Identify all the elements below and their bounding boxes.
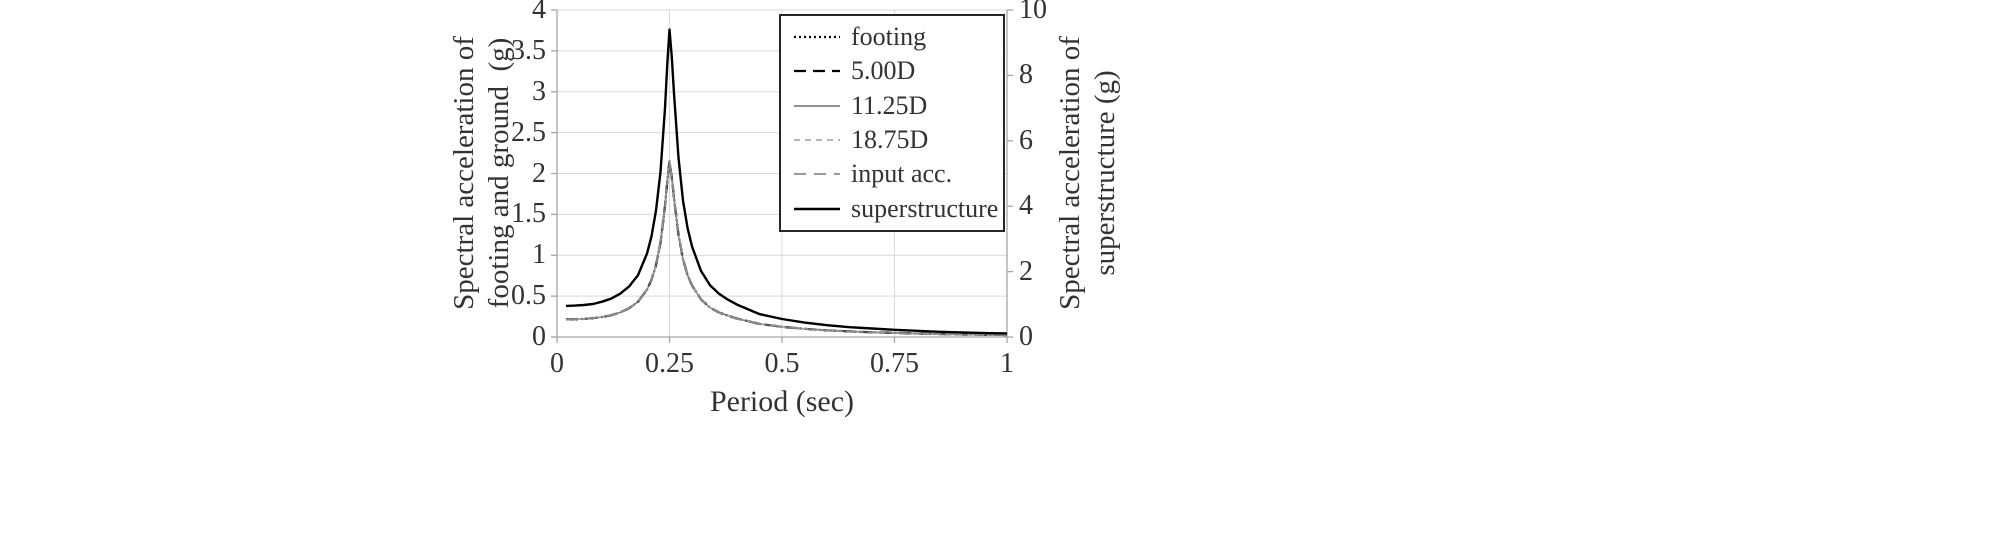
legend-line-footing	[794, 36, 840, 39]
left-axis-tick-label: 0	[532, 321, 546, 352]
x-axis-title: Period (sec)	[709, 385, 855, 418]
legend-item-footing: footing	[793, 22, 999, 52]
left-axis-tick-label: 1.5	[511, 198, 546, 230]
left-axis-tick-label: 3.5	[511, 34, 546, 66]
legend-label-superstructure: superstructure	[851, 193, 999, 223]
legend-item-5-00d: 5.00D	[793, 56, 999, 86]
right-axis-tick-label: 6	[1019, 124, 1033, 156]
x-axis-tick-label: 1	[1000, 348, 1014, 379]
x-axis-tick-label: 0.75	[870, 348, 919, 379]
legend-line-11-25d	[794, 105, 840, 107]
legend-line-superstructure	[794, 207, 840, 210]
legend-item-input-acc: input acc.	[793, 159, 999, 189]
right-axis-tick-label: 10	[1019, 0, 1047, 25]
right-axis-tick-label: 2	[1019, 255, 1033, 287]
left-axis-tick-label: 1	[532, 239, 546, 271]
legend-line-5-00d	[794, 70, 840, 73]
legend-line-input-acc	[794, 173, 840, 176]
legend-label-input-acc: input acc.	[851, 159, 953, 189]
right-axis-tick-label: 4	[1019, 190, 1033, 222]
legend-label-5-00d: 5.00D	[851, 56, 916, 86]
left-axis-tick-label: 0.5	[511, 280, 546, 312]
legend-item-superstructure: superstructure	[793, 194, 999, 224]
legend-label-footing: footing	[851, 22, 927, 52]
x-axis-tick-label: 0.25	[645, 348, 694, 379]
series-input-acc	[565, 160, 1008, 336]
legend: footing 5.00D 11.25D 18.75D input acc. s…	[779, 14, 1005, 232]
legend-label-11-25d: 11.25D	[851, 90, 928, 120]
right-y-axis-title-line2: superstructure (g)	[1089, 70, 1121, 276]
right-axis-tick-label: 8	[1019, 59, 1033, 91]
legend-item-11-25d: 11.25D	[793, 91, 999, 121]
legend-line-18-75d	[794, 139, 840, 141]
x-axis-tick-label: 0.5	[764, 348, 800, 379]
left-axis-tick-label: 2.5	[511, 116, 546, 148]
left-axis-tick-label: 3	[532, 75, 546, 107]
left-axis-tick-label: 4	[532, 0, 546, 25]
legend-label-18-75d: 18.75D	[851, 125, 929, 155]
series-superstructure	[565, 28, 1008, 335]
left-axis-tick-label: 2	[532, 157, 546, 189]
right-axis-tick-label: 0	[1019, 321, 1033, 352]
x-axis-tick-label: 0	[550, 348, 564, 379]
legend-item-18-75d: 18.75D	[793, 125, 999, 155]
